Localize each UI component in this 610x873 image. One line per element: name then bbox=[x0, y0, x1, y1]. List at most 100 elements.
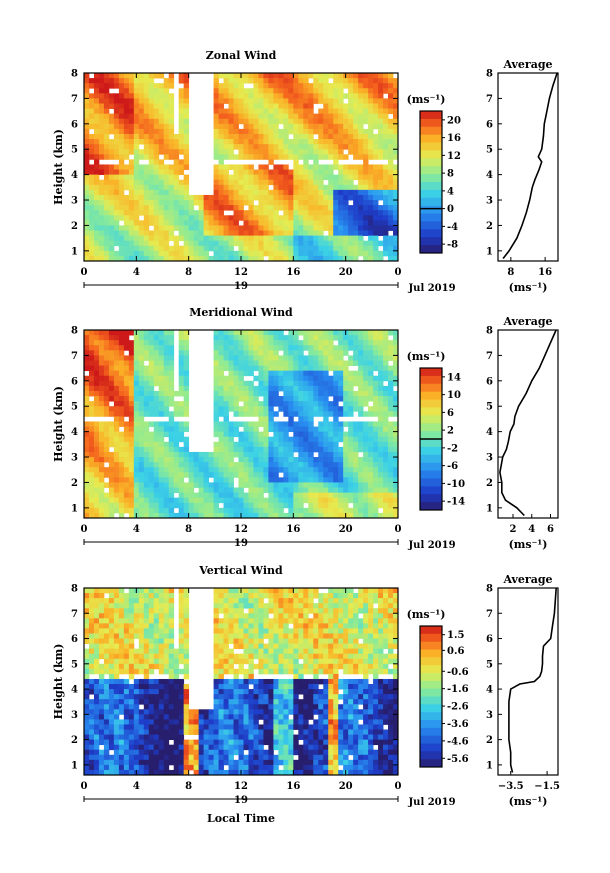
colorbar: 1.5 0.6 -0.6 -1.6 -2.6 -3.6 -4.6 -5.6 (ms⁻¹) bbox=[407, 608, 469, 768]
profile-y-tick-label: 2 bbox=[486, 735, 493, 746]
profile-x-tick-label: 2 bbox=[510, 524, 517, 535]
profile-x-label: (ms⁻¹) bbox=[509, 281, 548, 294]
colorbar-tick-label: 4 bbox=[447, 186, 454, 197]
colorbar-tick-label: 16 bbox=[447, 133, 461, 144]
y-axis-label: Height (km) bbox=[52, 386, 65, 462]
profile-y-tick-label: 6 bbox=[486, 634, 493, 645]
panel-title: Zonal Wind bbox=[206, 49, 277, 62]
profile-x-tick-label: 6 bbox=[547, 524, 554, 535]
colorbar-tick-label: 6 bbox=[447, 408, 454, 419]
profile-y-tick-label: 1 bbox=[486, 246, 493, 257]
colorbar-tick-label: -3.6 bbox=[447, 719, 469, 730]
profile-y-tick-label: 8 bbox=[486, 69, 493, 80]
profile-title: Average bbox=[502, 315, 552, 328]
x-tick-label: 16 bbox=[286, 781, 300, 792]
colorbar-tick-label: 0 bbox=[447, 204, 454, 215]
colorbar-tick-label: -10 bbox=[447, 479, 465, 490]
profile-y-tick-label: 4 bbox=[486, 170, 493, 181]
colorbar-tick-label: -5.6 bbox=[447, 754, 469, 765]
profile-x-label: (ms⁻¹) bbox=[509, 538, 548, 551]
profile-y-tick-label: 3 bbox=[486, 710, 493, 721]
colorbar-tick-label: -6 bbox=[447, 461, 458, 472]
x-tick-label: 4 bbox=[133, 781, 140, 792]
profile-frame bbox=[497, 587, 559, 776]
heatmap-field bbox=[84, 73, 399, 262]
y-tick-label: 2 bbox=[71, 221, 78, 232]
average-profile: Average −3.5 −1.5 (ms⁻¹) bbox=[497, 573, 560, 808]
profile-title: Average bbox=[502, 58, 552, 71]
y-tick-label: 6 bbox=[71, 119, 78, 130]
y-tick-label: 3 bbox=[71, 196, 78, 207]
x-tick-label: 20 bbox=[339, 524, 353, 535]
colorbar-unit: (ms⁻¹) bbox=[407, 608, 446, 621]
colorbar-tick-label: 10 bbox=[447, 390, 461, 401]
y-tick-label: 4 bbox=[71, 427, 78, 438]
profile-x-tick-label: −1.5 bbox=[534, 781, 560, 792]
y-tick-label: 4 bbox=[71, 685, 78, 696]
profile-y-tick-label: 8 bbox=[486, 326, 493, 337]
heatmap-field bbox=[84, 330, 399, 519]
colorbar-tick-label: 12 bbox=[447, 151, 461, 162]
x-tick-label: 20 bbox=[339, 267, 353, 278]
colorbar-tick-label: -4.6 bbox=[447, 736, 469, 747]
y-tick-label: 1 bbox=[71, 760, 78, 771]
y-tick-label: 8 bbox=[71, 326, 78, 337]
colorbar-tick-label: 0.6 bbox=[447, 646, 464, 657]
y-tick-label: 1 bbox=[71, 503, 78, 514]
x-tick-label: 8 bbox=[185, 781, 192, 792]
x-tick-label: 16 bbox=[286, 524, 300, 535]
x-axis-label: Local Time bbox=[207, 812, 275, 825]
average-profile: Average 2 4 6 (ms⁻¹) bbox=[497, 315, 559, 551]
x-tick-label: 0 bbox=[81, 267, 88, 278]
y-tick-label: 3 bbox=[71, 710, 78, 721]
y-axis-label: Height (km) bbox=[52, 129, 65, 205]
colorbar-tick-label: -4 bbox=[447, 222, 458, 233]
x-tick-label: 8 bbox=[185, 267, 192, 278]
profile-y-tick-label: 7 bbox=[486, 94, 493, 105]
x-tick-label: 4 bbox=[133, 524, 140, 535]
profile-y-tick-label: 7 bbox=[486, 351, 493, 362]
profile-y-tick-label: 2 bbox=[486, 478, 493, 489]
y-axis-label: Height (km) bbox=[52, 644, 65, 720]
y-tick-label: 5 bbox=[71, 402, 78, 413]
colorbar-tick-label: -1.6 bbox=[447, 684, 469, 695]
profile-y-tick-label: 4 bbox=[486, 427, 493, 438]
colorbar-unit: (ms⁻¹) bbox=[407, 350, 446, 363]
colorbar-tick-label: -14 bbox=[447, 497, 465, 508]
x-tick-label: 12 bbox=[234, 781, 248, 792]
date-label: 19 bbox=[234, 281, 248, 292]
x-tick-label: 0 bbox=[395, 267, 402, 278]
colorbar-tick-label: 8 bbox=[447, 169, 454, 180]
profile-x-tick-label: 8 bbox=[507, 267, 514, 278]
panel-title: Vertical Wind bbox=[198, 564, 283, 577]
profile-x-tick-label: 16 bbox=[538, 267, 552, 278]
date-label: 19 bbox=[234, 538, 248, 549]
profile-x-label: (ms⁻¹) bbox=[509, 795, 548, 808]
profile-line bbox=[508, 587, 557, 773]
y-tick-label: 7 bbox=[71, 351, 78, 362]
date-unit: Jul 2019 bbox=[407, 283, 455, 294]
x-tick-label: 16 bbox=[286, 267, 300, 278]
profile-frame bbox=[497, 72, 559, 262]
y-tick-label: 2 bbox=[71, 735, 78, 746]
y-tick-label: 3 bbox=[71, 453, 78, 464]
y-tick-label: 6 bbox=[71, 376, 78, 387]
y-tick-label: 2 bbox=[71, 478, 78, 489]
x-tick-label: 0 bbox=[81, 781, 88, 792]
profile-y-tick-label: 4 bbox=[486, 685, 493, 696]
colorbar-unit: (ms⁻¹) bbox=[407, 93, 446, 106]
profile-y-tick-label: 1 bbox=[486, 760, 493, 771]
colorbar-tick-label: 2 bbox=[447, 426, 454, 437]
profile-line bbox=[502, 72, 558, 259]
colorbar: 20 16 12 8 4 0 -4 -8 (ms⁻¹) bbox=[407, 93, 461, 254]
y-tick-label: 4 bbox=[71, 170, 78, 181]
colorbar-tick-label: 20 bbox=[447, 115, 461, 126]
profile-line bbox=[499, 329, 557, 517]
profile-y-tick-label: 2 bbox=[486, 221, 493, 232]
date-unit: Jul 2019 bbox=[407, 540, 455, 551]
y-tick-label: 1 bbox=[71, 246, 78, 257]
profile-y-tick-label: 3 bbox=[486, 453, 493, 464]
